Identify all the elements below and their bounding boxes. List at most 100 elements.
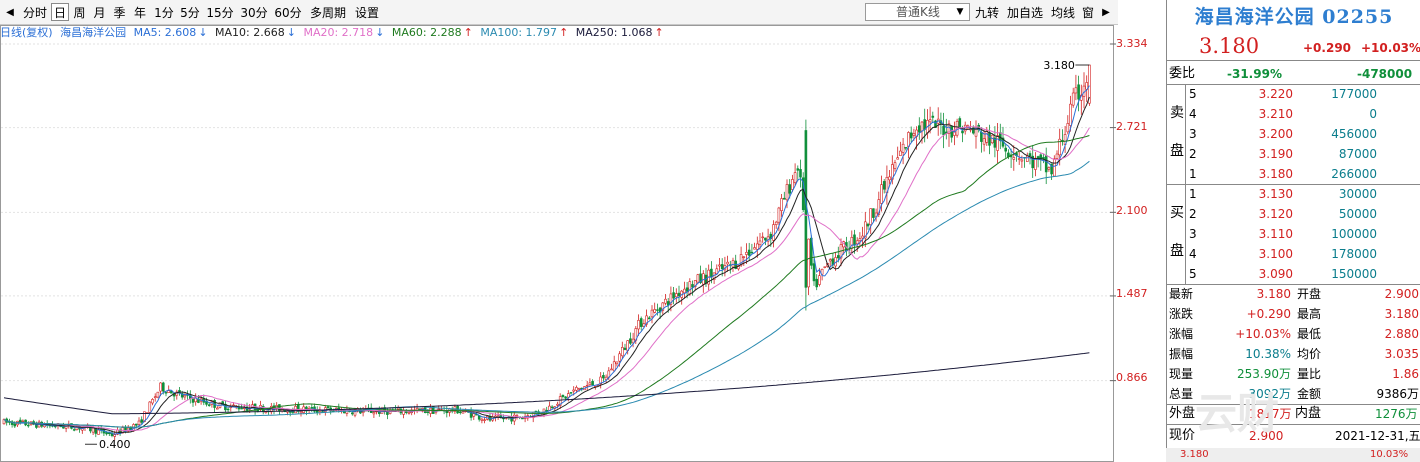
quote-panel: 海昌海洋公园 02255 3.180 +0.290 +10.03% 委比 -31… <box>1166 0 1420 462</box>
candle-body <box>982 138 986 145</box>
candle-body <box>180 393 184 398</box>
stat-value: 10.38% <box>1245 347 1291 361</box>
candle-body <box>664 298 667 304</box>
candle-body <box>2 419 6 425</box>
candle-body <box>647 317 651 320</box>
candle-body <box>575 387 578 391</box>
tab-30min[interactable]: 30分 <box>240 6 268 20</box>
add-watchlist-button[interactable]: 加自选 <box>1006 6 1043 20</box>
tab-weekly[interactable]: 周 <box>73 6 86 20</box>
candle-body <box>774 221 778 225</box>
chart-type-select[interactable]: 普通K线 ▼ <box>865 3 970 21</box>
candle-body <box>791 179 794 190</box>
window-button[interactable]: 窗 <box>1081 6 1094 20</box>
candle-body <box>10 421 14 425</box>
candlestick-chart[interactable]: 3.180 0.400 <box>0 25 1118 462</box>
ask-row: 3 3.200 456000 <box>1167 124 1420 144</box>
line-type-label: 日线(复权) <box>0 26 53 39</box>
jiuzhuan-button[interactable]: 九转 <box>974 6 999 20</box>
ma5-line <box>3 85 1090 435</box>
candle-body <box>799 169 802 178</box>
stat-value: 2.880 <box>1384 327 1419 341</box>
tab-multi-period[interactable]: 多周期 <box>309 6 346 20</box>
stat-label: 涨跌 <box>1169 307 1194 321</box>
ma-button[interactable]: 均线 <box>1050 6 1075 20</box>
candle-body <box>183 395 187 398</box>
candle-body <box>899 150 902 156</box>
bid-level: 5 <box>1189 267 1197 281</box>
candle-body <box>996 135 999 151</box>
candle-body <box>701 273 705 285</box>
candle-body <box>1050 163 1053 175</box>
candle-body <box>569 392 573 394</box>
candle-body <box>761 236 765 239</box>
candle-body <box>396 407 400 410</box>
ma60-label: MA60: 2.288 ↑ <box>391 26 473 39</box>
candle-body <box>909 132 913 139</box>
tab-minute[interactable]: 分时 <box>22 6 47 20</box>
candle-body <box>958 118 962 129</box>
tab-yearly[interactable]: 年 <box>133 6 146 20</box>
candle-body <box>985 130 989 143</box>
candle-body <box>928 119 932 123</box>
candle-body <box>912 133 916 136</box>
candle-body <box>1047 167 1051 170</box>
candle-body <box>159 382 162 392</box>
candle-body <box>726 261 729 265</box>
candle-body <box>650 309 654 318</box>
candle-body <box>226 408 230 411</box>
candle-body <box>299 411 303 414</box>
bid-volume: 150000 <box>1331 267 1377 281</box>
candle-body <box>1074 87 1078 94</box>
tab-1min[interactable]: 1分 <box>154 6 174 20</box>
candle-body <box>920 121 924 132</box>
candle-body <box>542 408 546 414</box>
high-label: 3.180 <box>1043 59 1075 72</box>
candle-body <box>745 251 748 255</box>
ma250-label: MA250: 1.068 ↑ <box>575 26 664 39</box>
candle-body <box>521 417 524 420</box>
tab-daily[interactable]: 日 <box>51 3 69 21</box>
stat-label: 最高 <box>1297 307 1322 321</box>
prev-arrow-icon[interactable]: ◀ <box>6 7 14 18</box>
bid-price: 3.120 <box>1258 207 1293 221</box>
candle-body <box>758 240 762 246</box>
ask-price: 3.200 <box>1258 127 1293 141</box>
tab-15min[interactable]: 15分 <box>206 6 234 20</box>
candle-body <box>458 411 462 414</box>
candle-body <box>618 353 621 362</box>
divider <box>1167 284 1420 285</box>
tab-quarterly[interactable]: 季 <box>113 6 126 20</box>
candle-body <box>21 420 25 423</box>
candle-body <box>788 184 792 194</box>
ma20-label: MA20: 2.718 ↓ <box>303 26 385 39</box>
candle-body <box>710 268 713 277</box>
bid-price: 3.130 <box>1258 187 1293 201</box>
candle-body <box>863 221 867 239</box>
ask-volume: 177000 <box>1331 87 1377 101</box>
candle-body <box>545 409 549 412</box>
stat-value: 2.900 <box>1384 287 1419 301</box>
tab-5min[interactable]: 5分 <box>180 6 200 20</box>
weibi-pct: -31.99% <box>1227 67 1282 81</box>
stat-label: 量比 <box>1297 367 1322 381</box>
bid-price: 3.100 <box>1258 247 1293 261</box>
stat-value: 3.180 <box>1256 287 1291 301</box>
bid-level: 2 <box>1189 207 1197 221</box>
candle-body <box>669 293 673 305</box>
candle-body <box>1004 147 1008 152</box>
tab-60min[interactable]: 60分 <box>274 6 302 20</box>
outer-label: 外盘 <box>1169 406 1196 421</box>
candle-body <box>742 256 746 258</box>
candle-body <box>350 412 354 415</box>
next-arrow-icon[interactable]: ▶ <box>1102 7 1110 18</box>
tab-settings[interactable]: 设置 <box>354 6 379 20</box>
bid-side-label: 买 <box>1170 205 1184 221</box>
tab-monthly[interactable]: 月 <box>93 6 106 20</box>
candle-body <box>1034 157 1037 170</box>
candle-body <box>993 137 997 148</box>
candle-body <box>953 130 956 136</box>
candle-body <box>782 197 786 200</box>
candle-body <box>785 184 789 201</box>
candle-body <box>747 249 751 256</box>
